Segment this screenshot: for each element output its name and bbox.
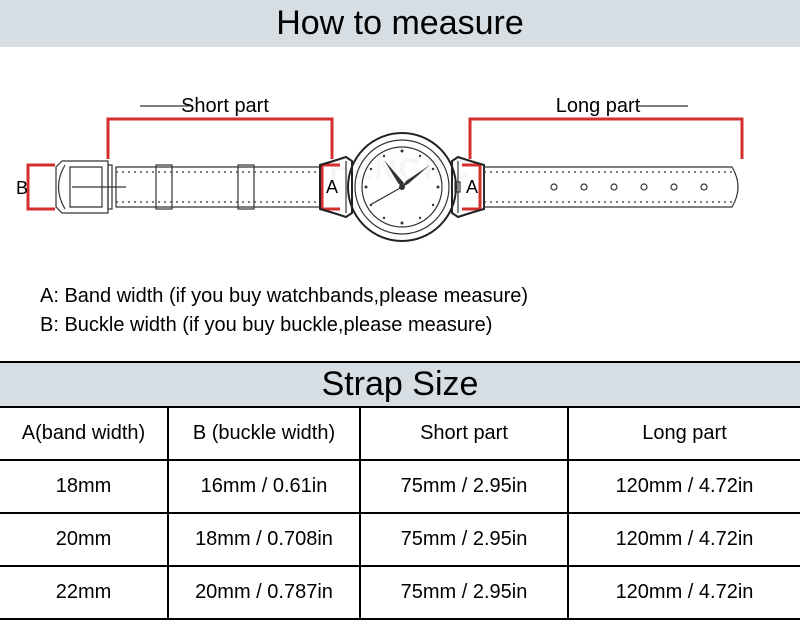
table-row: 20mm 18mm / 0.708in 75mm / 2.95in 120mm …: [0, 513, 800, 566]
table-title-row: Strap Size: [0, 361, 800, 408]
table-row: 18mm 16mm / 0.61in 75mm / 2.95in 120mm /…: [0, 460, 800, 513]
note-a: A: Band width (if you buy watchbands,ple…: [40, 285, 760, 308]
header-bar: How to measure: [0, 0, 800, 47]
cell: 120mm / 4.72in: [568, 566, 800, 619]
watch-diagram: HENGRC Short part Long part B A A: [0, 57, 800, 277]
cell: 22mm: [0, 566, 168, 619]
table-title: Strap Size: [0, 365, 800, 404]
col-header-long-part: Long part: [568, 408, 800, 460]
col-header-buckle-width: B (buckle width): [168, 408, 360, 460]
long-part-label: Long part: [556, 95, 641, 117]
cell: 18mm: [0, 460, 168, 513]
a-label-right: A: [466, 177, 478, 197]
b-bracket: [28, 165, 55, 209]
col-header-short-part: Short part: [360, 408, 568, 460]
watch-face-icon: [348, 133, 460, 241]
note-b: B: Buckle width (if you buy buckle,pleas…: [40, 314, 760, 337]
table-header-row: A(band width) B (buckle width) Short par…: [0, 408, 800, 460]
col-header-band-width: A(band width): [0, 408, 168, 460]
long-strap-icon: [484, 167, 738, 207]
long-part-bracket: [470, 119, 742, 159]
notes-block: A: Band width (if you buy watchbands,ple…: [0, 279, 800, 361]
table-row: 22mm 20mm / 0.787in 75mm / 2.95in 120mm …: [0, 566, 800, 619]
b-label: B: [16, 178, 28, 198]
cell: 120mm / 4.72in: [568, 513, 800, 566]
cell: 75mm / 2.95in: [360, 566, 568, 619]
cell: 75mm / 2.95in: [360, 513, 568, 566]
cell: 75mm / 2.95in: [360, 460, 568, 513]
cell: 20mm / 0.787in: [168, 566, 360, 619]
short-strap-icon: [116, 165, 320, 209]
size-table-wrap: Strap Size A(band width) B (buckle width…: [0, 361, 800, 620]
cell: 20mm: [0, 513, 168, 566]
cell: 120mm / 4.72in: [568, 460, 800, 513]
size-table: A(band width) B (buckle width) Short par…: [0, 408, 800, 620]
cell: 16mm / 0.61in: [168, 460, 360, 513]
a-label-left: A: [326, 177, 338, 197]
cell: 18mm / 0.708in: [168, 513, 360, 566]
short-part-label: Short part: [181, 95, 269, 117]
short-part-bracket: [108, 119, 332, 159]
diagram-area: HENGRC Short part Long part B A A: [0, 47, 800, 279]
page-title: How to measure: [0, 4, 800, 43]
